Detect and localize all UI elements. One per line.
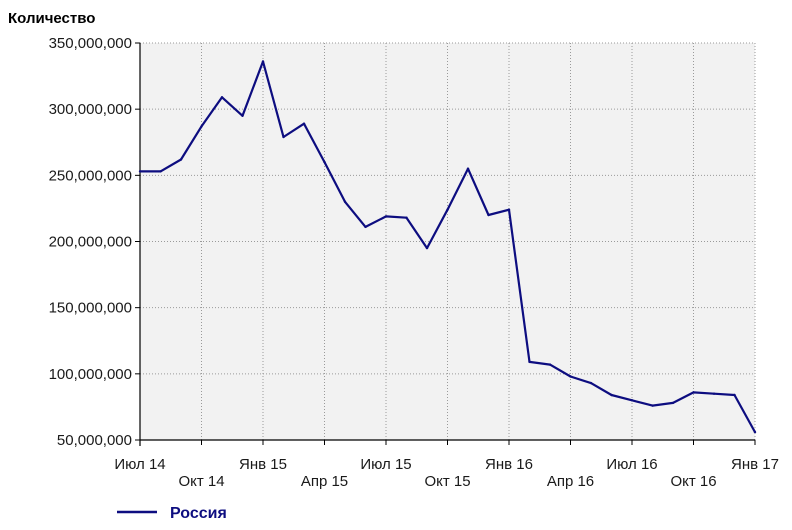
data-point [630,399,634,402]
y-axis-ticks: 350,000,000 300,000,000 250,000,000 200,000… [49,35,140,449]
y-tick-label: 300,000,000 [49,101,132,118]
data-point [179,158,183,161]
data-point [487,213,490,217]
data-point [589,381,593,385]
data-point [610,393,613,397]
x-tick-label: Июл 16 [606,456,657,473]
data-point [692,391,695,394]
x-tick-label: Окт 14 [178,473,224,490]
legend[interactable]: Россия [117,505,227,522]
data-point [241,114,244,118]
data-point [466,167,470,170]
data-point [323,160,326,164]
data-point [200,125,203,128]
x-tick-label: Янв 17 [731,456,779,473]
y-tick-label: 100,000,000 [49,366,132,383]
y-tick-label: 50,000,000 [57,432,132,449]
y-tick-label: 350,000,000 [49,35,132,52]
x-tick-label: Июл 14 [114,456,165,473]
data-point [302,122,306,125]
data-point [261,60,265,63]
data-point [220,96,224,99]
x-tick-label: Апр 16 [547,473,594,490]
data-point [384,215,388,218]
data-point [138,170,142,173]
x-tick-label: Янв 15 [239,456,287,473]
series-layer [138,60,757,434]
data-point [548,363,552,366]
x-axis-ticks: Июл 14 Окт 14 Янв 15 Апр 15 Июл 15 Окт 15 Янв … [114,440,779,490]
data-point [507,208,511,211]
legend-label-russia: Россия [170,505,227,522]
x-tick-label: Янв 16 [485,456,533,473]
x-tick-label: Окт 16 [670,473,716,490]
data-point [528,360,531,364]
data-point [733,393,736,397]
y-tick-label: 150,000,000 [49,300,132,317]
data-point [712,392,716,395]
y-tick-label: 250,000,000 [49,167,132,184]
data-point [159,170,162,173]
data-point [651,404,654,407]
data-point [282,135,285,139]
y-tick-label: 200,000,000 [49,234,132,251]
y-axis-label: Количество [8,10,95,27]
data-point [405,216,408,219]
data-point [364,225,367,229]
x-tick-label: Окт 15 [424,473,470,490]
data-point [446,208,449,211]
data-point [753,430,757,434]
x-tick-label: Июл 15 [360,456,411,473]
data-point [425,246,429,250]
data-point [671,401,675,405]
data-point [569,375,572,378]
x-tick-label: Апр 15 [301,473,348,490]
data-point [343,200,347,203]
